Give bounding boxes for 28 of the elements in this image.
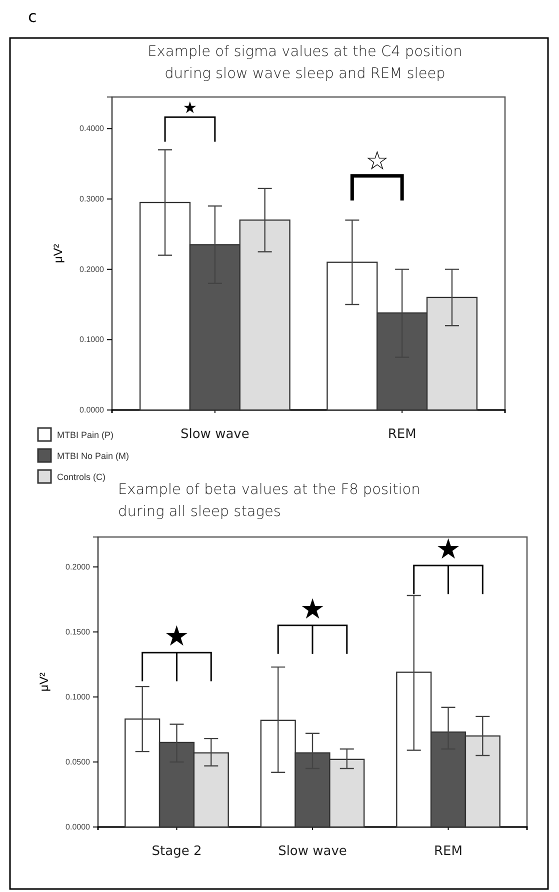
y-tick-label: 0.0500 [66, 758, 91, 767]
x-tick-label: Stage 2 [152, 844, 202, 860]
y-axis-title: μV² [37, 672, 51, 692]
y-tick-label: 0.0000 [80, 406, 105, 415]
legend-label: Controls (C) [57, 472, 106, 482]
y-tick-label: 0.1000 [80, 335, 105, 344]
x-tick-label: Slow wave [180, 427, 250, 442]
y-tick-label: 0.0000 [66, 822, 91, 832]
annotation: ★ [436, 532, 461, 566]
y-axis-title: μV² [51, 244, 65, 263]
x-tick-label: Slow wave [278, 844, 347, 860]
annotation: ★ [164, 620, 190, 653]
annotation: ☆ [365, 146, 389, 176]
annotation: ★ [300, 592, 326, 626]
y-tick-label: 0.1500 [66, 627, 91, 636]
y-tick-label: 0.2000 [66, 562, 91, 572]
x-tick-label: REM [434, 844, 462, 860]
y-tick-label: 0.2000 [80, 264, 105, 274]
annotation: ★ [182, 98, 198, 118]
y-tick-label: 0.3000 [80, 194, 105, 204]
chart-title: Example of sigma values at the C4 position during slow wave sleep and REM sleep [148, 44, 462, 82]
x-tick-label: REM [388, 427, 416, 442]
text: c [28, 7, 37, 26]
y-tick-label: 0.4000 [80, 124, 105, 134]
legend-label: MTBI Pain (P) [57, 430, 114, 440]
chart-title: Example of beta values at the F8 position during all sleep stages [118, 482, 420, 520]
y-tick-label: 0.1000 [66, 692, 91, 702]
legend-label: MTBI No Pain (M) [57, 451, 130, 461]
